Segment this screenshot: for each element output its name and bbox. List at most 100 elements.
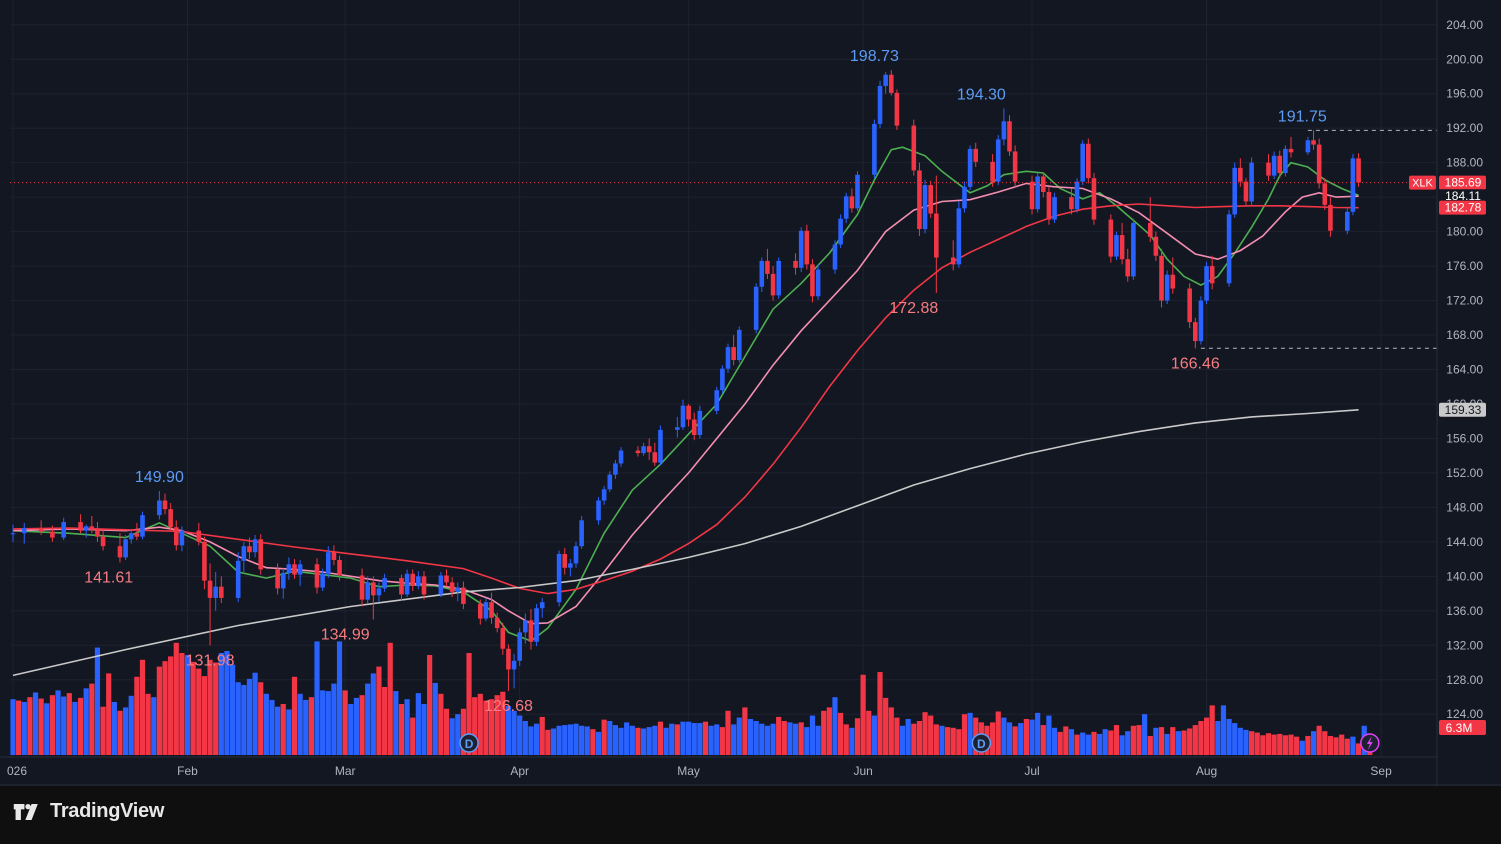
time-tick-label: Jun (853, 764, 872, 778)
candle (1108, 214, 1114, 263)
candle-body (455, 587, 461, 592)
candle-body (219, 586, 224, 598)
candle-body (618, 450, 624, 464)
candle-body (1350, 158, 1356, 212)
candle (444, 569, 449, 587)
volume-bar (1187, 728, 1193, 755)
volume-bar (719, 727, 725, 755)
candle (61, 517, 66, 541)
candle (461, 581, 466, 610)
volume-bar (1023, 718, 1029, 755)
volume-bar (1080, 732, 1086, 755)
candle (736, 326, 742, 363)
candle (1164, 270, 1170, 305)
candle-body (1238, 167, 1243, 182)
candle-body (235, 560, 241, 598)
candle (759, 257, 765, 292)
candle-body (934, 213, 939, 258)
candle-body (753, 286, 759, 330)
volume-bar (635, 727, 641, 755)
candle-body (247, 546, 252, 553)
volume-bar (939, 725, 945, 755)
volume-bar (308, 697, 314, 755)
high-annotation: 149.90 (135, 469, 184, 486)
candle-body (928, 185, 933, 214)
candle (1131, 218, 1136, 280)
candle (241, 541, 247, 573)
candle (83, 524, 89, 538)
candle-body (770, 273, 776, 296)
candle (1243, 178, 1249, 206)
candle-body (607, 474, 613, 490)
candle (1125, 248, 1131, 282)
volume-bar (1006, 722, 1013, 755)
candle-body (21, 528, 27, 534)
candle (365, 576, 370, 604)
candle-body (95, 529, 100, 537)
candle-body (832, 244, 838, 270)
candle-body (962, 186, 967, 209)
candle (714, 386, 720, 415)
candle-body (337, 559, 342, 576)
price-tick-label: 164.00 (1446, 363, 1483, 377)
volume-bar (1355, 743, 1362, 755)
candle (517, 628, 522, 666)
candle-body (382, 578, 387, 589)
candle (1350, 154, 1356, 216)
candle (793, 253, 798, 275)
brand[interactable]: TradingView (12, 800, 164, 823)
candle-body (849, 196, 855, 209)
candle (731, 335, 736, 366)
volume-bar (809, 715, 816, 755)
time-tick-label: Sep (1370, 764, 1392, 778)
candle-body (1153, 236, 1159, 256)
candle-body (1328, 204, 1333, 231)
volume-bar (1288, 734, 1294, 755)
volume-bar (297, 693, 303, 755)
candle (410, 569, 416, 591)
volume-bar (747, 718, 754, 755)
volume-bar (348, 704, 354, 755)
candle-body (534, 608, 539, 642)
candle-body (635, 450, 641, 454)
volume-bar (494, 695, 500, 755)
volume-bar (702, 721, 709, 755)
chart-canvas[interactable]: 149.90 141.61 131.98 134.99 126.68 198.73 194.… (0, 0, 1501, 786)
candle-body (1131, 223, 1136, 277)
candle (511, 653, 517, 689)
candle (1114, 231, 1119, 261)
candle (843, 192, 849, 224)
candle-body (179, 530, 185, 546)
candle-body (911, 125, 917, 171)
volume-bar (1001, 717, 1007, 755)
candle (449, 577, 455, 598)
price-tick-label: 156.00 (1446, 431, 1483, 445)
candle (1001, 108, 1007, 146)
volume-bar (1209, 705, 1215, 755)
candle (855, 171, 860, 211)
candle (658, 425, 663, 466)
candle (38, 520, 44, 535)
volume-bar (10, 699, 16, 755)
volume-bar (731, 724, 737, 755)
volume-bar (1057, 731, 1063, 755)
candle (1187, 283, 1192, 329)
candle-body (1074, 181, 1080, 210)
candle-body (613, 463, 618, 475)
volume-bar (905, 718, 911, 755)
candle-body (461, 587, 466, 604)
candle (562, 547, 568, 575)
volume-bar (1040, 725, 1046, 755)
candle-body (280, 572, 286, 589)
volume-bar (55, 690, 61, 755)
candle-body (601, 489, 607, 501)
candle (235, 552, 241, 603)
candle-body (1283, 148, 1288, 174)
volume-bar (691, 723, 697, 755)
volume-bar (393, 691, 399, 755)
candle-body (286, 564, 292, 573)
volume-bar (500, 691, 506, 755)
volume-bar (427, 655, 433, 755)
volume-bar (16, 700, 22, 755)
